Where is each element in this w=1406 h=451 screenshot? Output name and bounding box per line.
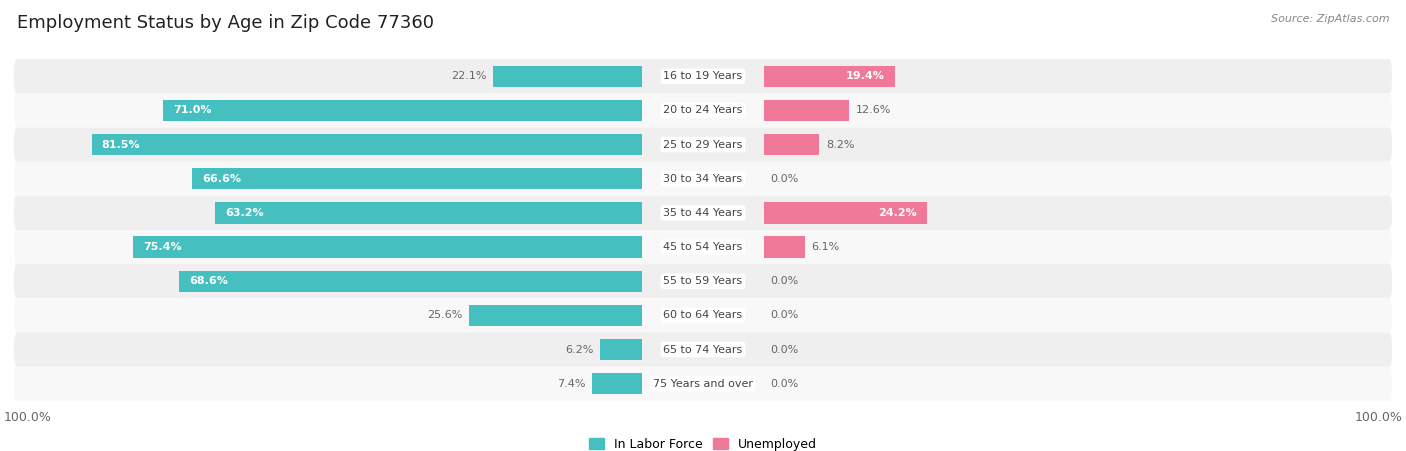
Text: 65 to 74 Years: 65 to 74 Years: [664, 345, 742, 354]
Text: 25.6%: 25.6%: [427, 310, 463, 320]
Text: 6.2%: 6.2%: [565, 345, 593, 354]
Bar: [763, 202, 927, 224]
Bar: [763, 100, 849, 121]
FancyBboxPatch shape: [14, 93, 1392, 128]
Text: 55 to 59 Years: 55 to 59 Years: [664, 276, 742, 286]
Text: 71.0%: 71.0%: [173, 106, 211, 115]
Text: 6.1%: 6.1%: [811, 242, 839, 252]
Text: 75 Years and over: 75 Years and over: [652, 379, 754, 389]
Bar: [91, 134, 643, 155]
FancyBboxPatch shape: [14, 264, 1392, 298]
Text: 22.1%: 22.1%: [451, 71, 486, 81]
Text: 24.2%: 24.2%: [879, 208, 917, 218]
Text: 81.5%: 81.5%: [101, 140, 141, 150]
Text: 45 to 54 Years: 45 to 54 Years: [664, 242, 742, 252]
Text: 0.0%: 0.0%: [770, 379, 799, 389]
Text: 25 to 29 Years: 25 to 29 Years: [664, 140, 742, 150]
Text: 63.2%: 63.2%: [225, 208, 264, 218]
FancyBboxPatch shape: [14, 196, 1392, 230]
Text: Employment Status by Age in Zip Code 77360: Employment Status by Age in Zip Code 773…: [17, 14, 434, 32]
FancyBboxPatch shape: [14, 298, 1392, 332]
Text: 60 to 64 Years: 60 to 64 Years: [664, 310, 742, 320]
Text: 20 to 24 Years: 20 to 24 Years: [664, 106, 742, 115]
Text: 0.0%: 0.0%: [770, 174, 799, 184]
Bar: [163, 100, 643, 121]
Text: Source: ZipAtlas.com: Source: ZipAtlas.com: [1271, 14, 1389, 23]
Text: 35 to 44 Years: 35 to 44 Years: [664, 208, 742, 218]
Text: 0.0%: 0.0%: [770, 276, 799, 286]
Text: 12.6%: 12.6%: [856, 106, 891, 115]
Text: 66.6%: 66.6%: [202, 174, 242, 184]
Text: 30 to 34 Years: 30 to 34 Years: [664, 174, 742, 184]
Text: 0.0%: 0.0%: [770, 310, 799, 320]
Legend: In Labor Force, Unemployed: In Labor Force, Unemployed: [583, 433, 823, 451]
FancyBboxPatch shape: [14, 162, 1392, 196]
Text: 68.6%: 68.6%: [188, 276, 228, 286]
Text: 8.2%: 8.2%: [825, 140, 855, 150]
FancyBboxPatch shape: [14, 367, 1392, 401]
FancyBboxPatch shape: [14, 128, 1392, 162]
Bar: [193, 168, 643, 189]
Bar: [179, 271, 643, 292]
FancyBboxPatch shape: [14, 332, 1392, 367]
Bar: [600, 339, 643, 360]
Bar: [763, 66, 894, 87]
Text: 0.0%: 0.0%: [770, 345, 799, 354]
Text: 7.4%: 7.4%: [557, 379, 585, 389]
Text: 75.4%: 75.4%: [143, 242, 181, 252]
Bar: [763, 236, 806, 258]
Bar: [494, 66, 643, 87]
FancyBboxPatch shape: [14, 59, 1392, 93]
Bar: [134, 236, 643, 258]
Bar: [763, 134, 820, 155]
Bar: [470, 305, 643, 326]
Text: 19.4%: 19.4%: [846, 71, 884, 81]
Bar: [215, 202, 643, 224]
Bar: [592, 373, 643, 394]
Text: 16 to 19 Years: 16 to 19 Years: [664, 71, 742, 81]
FancyBboxPatch shape: [14, 230, 1392, 264]
